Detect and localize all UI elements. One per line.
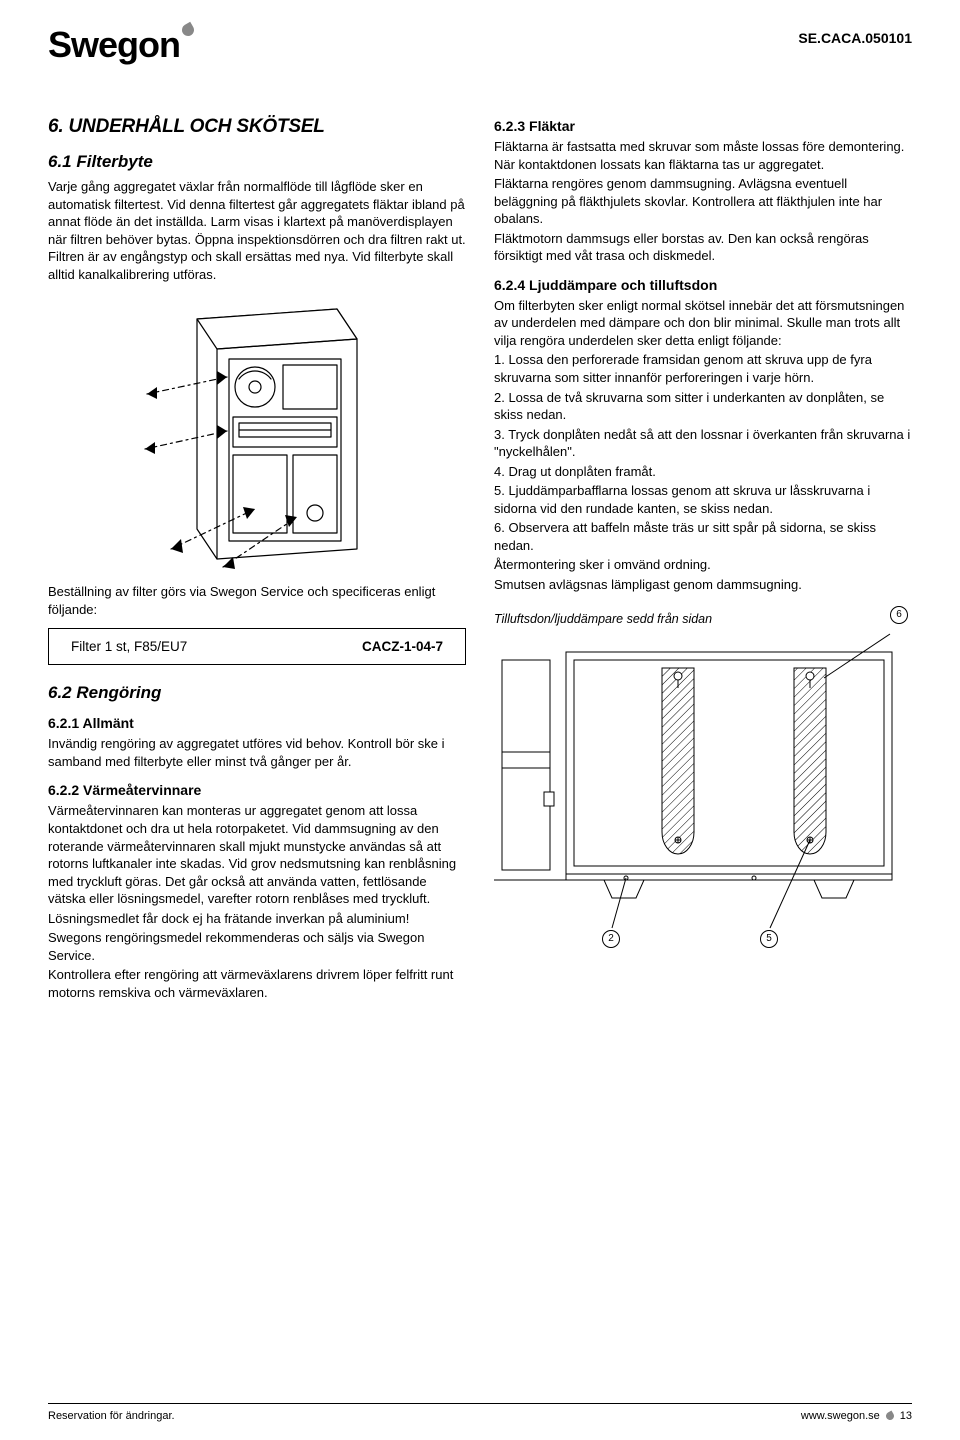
callout-5: 5 — [760, 930, 778, 948]
step-2: 2. Lossa de två skruvarna som sitter i u… — [494, 389, 912, 424]
callout-6: 6 — [890, 606, 908, 624]
callout-2: 2 — [602, 930, 620, 948]
para-reassembly: Återmontering sker i omvänd ordning. — [494, 556, 912, 574]
step-4: 4. Drag ut donplåten framåt. — [494, 463, 912, 481]
document-code: SE.CACA.050101 — [798, 30, 912, 46]
filter-label: Filter 1 st, F85/EU7 — [71, 639, 187, 654]
heading-6-2-3: 6.2.3 Fläktar — [494, 118, 912, 134]
figure-unit-isometric — [127, 299, 387, 569]
page-header: Swegon SE.CACA.050101 — [48, 24, 912, 66]
para-6-2-2d: Kontrollera efter rengöring att värmeväx… — [48, 966, 466, 1001]
footer-disclaimer: Reservation för ändringar. — [48, 1410, 175, 1422]
filter-spec-box: Filter 1 st, F85/EU7 CACZ-1-04-7 — [48, 628, 466, 665]
para-6-2-2a: Värmeåtervinnaren kan monteras ur aggreg… — [48, 802, 466, 907]
page-footer: Reservation för ändringar. www.swegon.se… — [48, 1403, 912, 1422]
heading-6-1: 6.1 Filterbyte — [48, 152, 466, 172]
heading-6-2: 6.2 Rengöring — [48, 683, 466, 703]
para-6-2-1: Invändig rengöring av aggregatet utföres… — [48, 735, 466, 770]
para-6-2-2c: Swegons rengöringsmedel rekommenderas oc… — [48, 929, 466, 964]
side-diagram-container: Tilluftsdon/ljuddämpare sedd från sidan … — [494, 612, 912, 942]
brand-logo: Swegon — [48, 24, 194, 66]
para-6-1: Varje gång aggregatet växlar från normal… — [48, 178, 466, 283]
heading-6-2-2: 6.2.2 Värmeåtervinnare — [48, 782, 466, 798]
brand-text: Swegon — [48, 24, 180, 66]
step-1: 1. Lossa den perforerade framsidan genom… — [494, 351, 912, 386]
para-6-2-3a: Fläktarna är fastsatta med skruvar som m… — [494, 138, 912, 173]
footer-url: www.swegon.se — [801, 1410, 880, 1422]
step-5: 5. Ljuddämparbafflarna lossas genom att … — [494, 482, 912, 517]
heading-6-2-4: 6.2.4 Ljuddämpare och tilluftsdon — [494, 277, 912, 293]
figure-caption: Tilluftsdon/ljuddämpare sedd från sidan — [494, 612, 912, 626]
leaf-icon — [180, 22, 196, 38]
filter-code: CACZ-1-04-7 — [362, 639, 443, 654]
para-order: Beställning av filter görs via Swegon Se… — [48, 583, 466, 618]
leaf-icon — [884, 1411, 895, 1422]
heading-6: 6. UNDERHÅLL OCH SKÖTSEL — [48, 116, 466, 138]
step-3: 3. Tryck donplåten nedåt så att den loss… — [494, 426, 912, 461]
para-cleaning: Smutsen avlägsnas lämpligast genom damms… — [494, 576, 912, 594]
figure-side-view — [494, 632, 904, 942]
left-column: 6. UNDERHÅLL OCH SKÖTSEL 6.1 Filterbyte … — [48, 116, 466, 1003]
para-6-2-4-intro: Om filterbyten sker enligt normal skötse… — [494, 297, 912, 350]
right-column: 6.2.3 Fläktar Fläktarna är fastsatta med… — [494, 116, 912, 1003]
step-6: 6. Observera att baffeln måste träs ur s… — [494, 519, 912, 554]
heading-6-2-1: 6.2.1 Allmänt — [48, 715, 466, 731]
para-6-2-3b: Fläktarna rengöres genom dammsugning. Av… — [494, 175, 912, 228]
footer-page: 13 — [900, 1410, 912, 1422]
para-6-2-2b: Lösningsmedlet får dock ej ha frätande i… — [48, 910, 466, 928]
para-6-2-3c: Fläktmotorn dammsugs eller borstas av. D… — [494, 230, 912, 265]
